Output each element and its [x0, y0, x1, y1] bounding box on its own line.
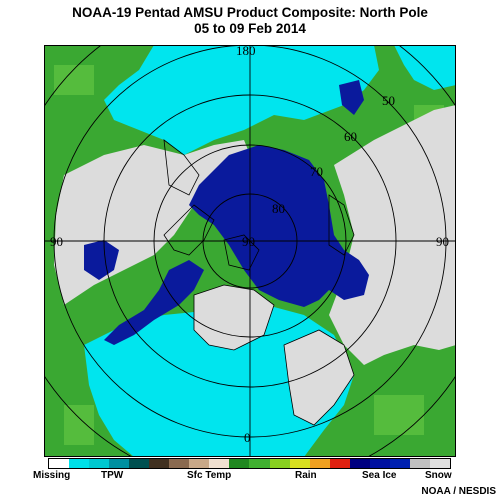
sea-ice-bering [339, 80, 364, 115]
lat-label-80: 80 [272, 201, 285, 216]
coastlines [163, 139, 355, 426]
colorbar-swatch [149, 459, 170, 468]
colorbar-swatch [209, 459, 230, 468]
lat-label-90: 90 [242, 234, 255, 249]
colorbar-swatch [109, 459, 130, 468]
credit: NOAA / NESDIS [421, 486, 496, 497]
snow-eurasia [329, 105, 456, 365]
lon-label-top: 180 [236, 45, 256, 58]
colorbar-swatch [429, 459, 450, 468]
lat-label-60: 60 [344, 129, 357, 144]
colorbar-swatch [369, 459, 390, 468]
legend-label-sfc-temp: Sfc Temp [187, 470, 232, 481]
polar-map: 90 80 70 60 50 180 0 90 90 [44, 45, 456, 457]
sea-ice-hudson [84, 240, 119, 280]
lon-label-bottom: 0 [244, 430, 251, 445]
ocean-atlantic [84, 305, 354, 457]
colorbar-swatch [269, 459, 290, 468]
colorbar [48, 458, 451, 469]
colorbar-swatch [169, 459, 190, 468]
colorbar-swatch [89, 459, 110, 468]
legend-label-missing: Missing [33, 470, 71, 481]
lon-label-left: 90 [50, 234, 63, 249]
chart-title: NOAA-19 Pentad AMSU Product Composite: N… [72, 5, 428, 20]
colorbar-swatch [69, 459, 90, 468]
lat-label-70: 70 [310, 164, 323, 179]
sea-ice-arctic [189, 145, 369, 307]
meridians [44, 45, 456, 457]
map-frame [44, 45, 456, 457]
chart-subtitle: 05 to 09 Feb 2014 [194, 21, 306, 36]
legend-label-rain: Rain [295, 470, 317, 481]
colorbar-swatch [389, 459, 410, 468]
colorbar-swatch [249, 459, 270, 468]
colorbar-swatch [229, 459, 250, 468]
colorbar-swatch [289, 459, 310, 468]
ocean-pacific [104, 45, 379, 155]
lat-label-50: 50 [382, 93, 395, 108]
legend-label-sea-ice: Sea Ice [362, 470, 397, 481]
colorbar-swatch [349, 459, 370, 468]
colorbar-swatch [49, 459, 70, 468]
sea-ice-baffin [104, 260, 204, 345]
legend-label-tpw: TPW [101, 470, 124, 481]
colorbar-swatch [129, 459, 150, 468]
colorbar-swatch [409, 459, 430, 468]
colorbar-swatch [309, 459, 330, 468]
colorbar-swatch [329, 459, 350, 468]
colorbar-swatch [189, 459, 210, 468]
lon-label-right: 90 [436, 234, 449, 249]
snow-greenland [194, 285, 274, 350]
legend-label-snow: Snow [425, 470, 452, 481]
